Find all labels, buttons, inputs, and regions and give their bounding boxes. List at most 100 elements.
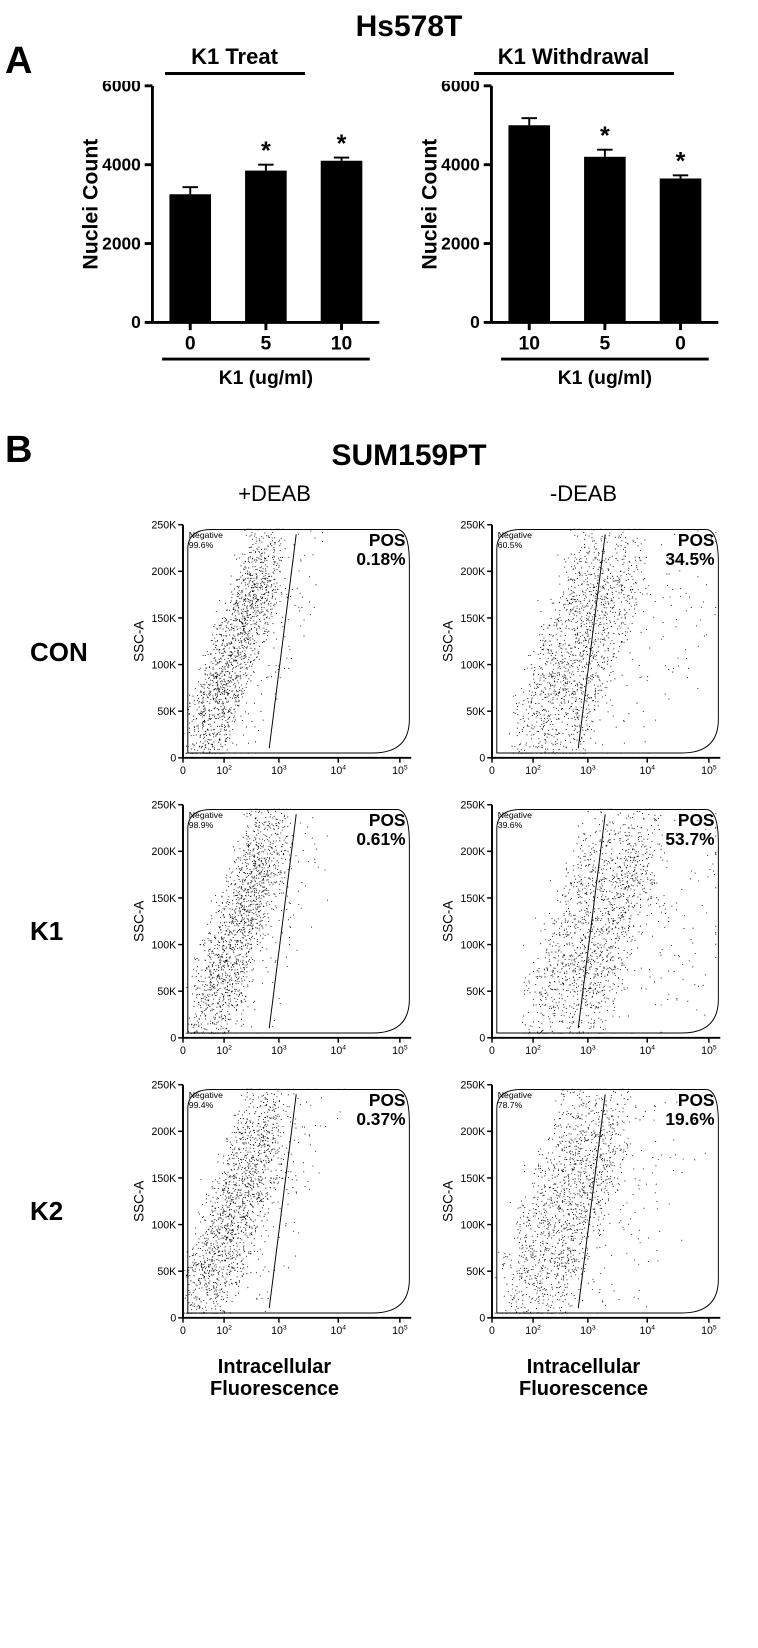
svg-text:102: 102 bbox=[216, 1324, 232, 1337]
panel-a-charts: K1 Treat 0200040006000Nuclei Count0*5*10… bbox=[80, 44, 728, 409]
svg-text:*: * bbox=[337, 130, 347, 158]
svg-text:0: 0 bbox=[489, 1045, 495, 1057]
chart-left-subtitle: K1 Treat bbox=[80, 44, 389, 70]
svg-text:50K: 50K bbox=[466, 706, 485, 718]
svg-text:0: 0 bbox=[479, 1033, 485, 1045]
svg-text:250K: 250K bbox=[152, 800, 177, 812]
svg-text:50K: 50K bbox=[157, 706, 176, 718]
chart-left-underline bbox=[165, 72, 305, 75]
flow-k1-minus: 050K100K150K200K250KSSC-A0102103104105Ne… bbox=[439, 797, 728, 1067]
svg-text:0: 0 bbox=[170, 1033, 176, 1045]
svg-text:K1 (ug/ml): K1 (ug/ml) bbox=[558, 368, 652, 389]
svg-text:0: 0 bbox=[489, 1325, 495, 1337]
flow-k2-minus: 050K100K150K200K250KSSC-A0102103104105Ne… bbox=[439, 1077, 728, 1347]
svg-text:103: 103 bbox=[580, 765, 596, 778]
svg-text:10: 10 bbox=[331, 333, 352, 354]
svg-text:4000: 4000 bbox=[441, 154, 480, 174]
svg-text:103: 103 bbox=[271, 1324, 287, 1337]
svg-text:SSC-A: SSC-A bbox=[131, 621, 146, 662]
svg-text:104: 104 bbox=[639, 765, 655, 778]
panel-b-label: B bbox=[5, 429, 32, 472]
svg-text:102: 102 bbox=[216, 1044, 232, 1057]
svg-text:100K: 100K bbox=[461, 660, 486, 672]
chart-right-svg: 0200040006000Nuclei Count10*5*0K1 (ug/ml… bbox=[419, 81, 728, 409]
svg-text:6000: 6000 bbox=[102, 81, 141, 96]
svg-text:103: 103 bbox=[580, 1324, 596, 1337]
svg-text:0: 0 bbox=[180, 766, 186, 778]
svg-text:250K: 250K bbox=[152, 520, 177, 532]
svg-text:102: 102 bbox=[525, 1324, 541, 1337]
svg-text:105: 105 bbox=[392, 765, 408, 778]
svg-text:105: 105 bbox=[392, 1044, 408, 1057]
svg-text:103: 103 bbox=[580, 1044, 596, 1057]
svg-text:*: * bbox=[600, 122, 610, 150]
svg-text:0: 0 bbox=[675, 333, 686, 354]
svg-text:34.5%: 34.5% bbox=[665, 549, 714, 569]
svg-text:0: 0 bbox=[180, 1325, 186, 1337]
row-label-k1: K1 bbox=[30, 916, 110, 947]
svg-text:POS: POS bbox=[678, 1090, 715, 1110]
svg-text:150K: 150K bbox=[152, 1173, 177, 1185]
svg-text:POS: POS bbox=[369, 810, 406, 830]
svg-text:50K: 50K bbox=[157, 1266, 176, 1278]
svg-text:POS: POS bbox=[369, 530, 406, 550]
chart-right-underline bbox=[474, 72, 674, 75]
svg-text:50K: 50K bbox=[157, 986, 176, 998]
svg-text:100K: 100K bbox=[152, 1219, 177, 1231]
svg-text:103: 103 bbox=[271, 1044, 287, 1057]
col-header-deab-pos: +DEAB bbox=[130, 481, 419, 507]
svg-text:0: 0 bbox=[489, 766, 495, 778]
svg-text:SSC-A: SSC-A bbox=[131, 1180, 146, 1221]
panel-b: B SUM159PT +DEAB -DEAB CON 050K100K150K2… bbox=[20, 439, 738, 1400]
svg-text:39.6%: 39.6% bbox=[498, 820, 523, 830]
chart-left-svg: 0200040006000Nuclei Count0*5*10K1 (ug/ml… bbox=[80, 81, 389, 409]
svg-text:150K: 150K bbox=[461, 613, 486, 625]
svg-text:100K: 100K bbox=[152, 939, 177, 951]
svg-text:200K: 200K bbox=[152, 846, 177, 858]
svg-text:0.61%: 0.61% bbox=[356, 829, 405, 849]
svg-text:0.18%: 0.18% bbox=[356, 549, 405, 569]
svg-text:SSC-A: SSC-A bbox=[440, 621, 455, 662]
svg-text:150K: 150K bbox=[152, 613, 177, 625]
svg-text:60.5%: 60.5% bbox=[498, 540, 523, 550]
svg-text:POS: POS bbox=[678, 530, 715, 550]
flow-k1-plus: 050K100K150K200K250KSSC-A0102103104105Ne… bbox=[130, 797, 419, 1067]
svg-text:0: 0 bbox=[131, 312, 141, 332]
chart-right-subtitle: K1 Withdrawal bbox=[419, 44, 728, 70]
flow-k2-plus: 050K100K150K200K250KSSC-A0102103104105Ne… bbox=[130, 1077, 419, 1347]
svg-text:0: 0 bbox=[479, 1312, 485, 1324]
svg-text:0: 0 bbox=[170, 753, 176, 765]
row-label-con: CON bbox=[30, 637, 110, 668]
svg-text:0: 0 bbox=[170, 1312, 176, 1324]
svg-text:0: 0 bbox=[479, 753, 485, 765]
svg-text:150K: 150K bbox=[461, 893, 486, 905]
svg-text:10: 10 bbox=[519, 333, 540, 354]
svg-text:250K: 250K bbox=[461, 1079, 486, 1091]
svg-text:103: 103 bbox=[271, 765, 287, 778]
svg-text:200K: 200K bbox=[152, 566, 177, 578]
svg-text:Negative: Negative bbox=[189, 531, 223, 541]
svg-text:0: 0 bbox=[180, 1045, 186, 1057]
col-header-deab-neg: -DEAB bbox=[439, 481, 728, 507]
svg-text:200K: 200K bbox=[461, 846, 486, 858]
svg-text:104: 104 bbox=[639, 1324, 655, 1337]
svg-text:105: 105 bbox=[701, 1324, 717, 1337]
svg-text:98.9%: 98.9% bbox=[189, 820, 214, 830]
svg-text:Nuclei Count: Nuclei Count bbox=[80, 139, 102, 270]
svg-text:Negative: Negative bbox=[498, 1090, 532, 1100]
svg-text:19.6%: 19.6% bbox=[665, 1109, 714, 1129]
svg-text:K1 (ug/ml): K1 (ug/ml) bbox=[219, 368, 313, 389]
svg-text:Negative: Negative bbox=[189, 1090, 223, 1100]
chart-k1-withdrawal: K1 Withdrawal 0200040006000Nuclei Count1… bbox=[419, 44, 728, 409]
x-axis-label-left: Intracellular Fluorescence bbox=[130, 1356, 419, 1400]
svg-text:99.4%: 99.4% bbox=[189, 1100, 214, 1110]
svg-text:0.37%: 0.37% bbox=[356, 1109, 405, 1129]
svg-text:150K: 150K bbox=[152, 893, 177, 905]
svg-text:SSC-A: SSC-A bbox=[440, 1180, 455, 1221]
flow-con-minus: 050K100K150K200K250KSSC-A0102103104105Ne… bbox=[439, 517, 728, 787]
svg-text:200K: 200K bbox=[461, 1126, 486, 1138]
chart-k1-treat: K1 Treat 0200040006000Nuclei Count0*5*10… bbox=[80, 44, 389, 409]
figure-b-title: SUM159PT bbox=[80, 439, 738, 473]
figure-page: A Hs578T K1 Treat 0200040006000Nuclei Co… bbox=[0, 0, 758, 1430]
svg-text:105: 105 bbox=[701, 765, 717, 778]
